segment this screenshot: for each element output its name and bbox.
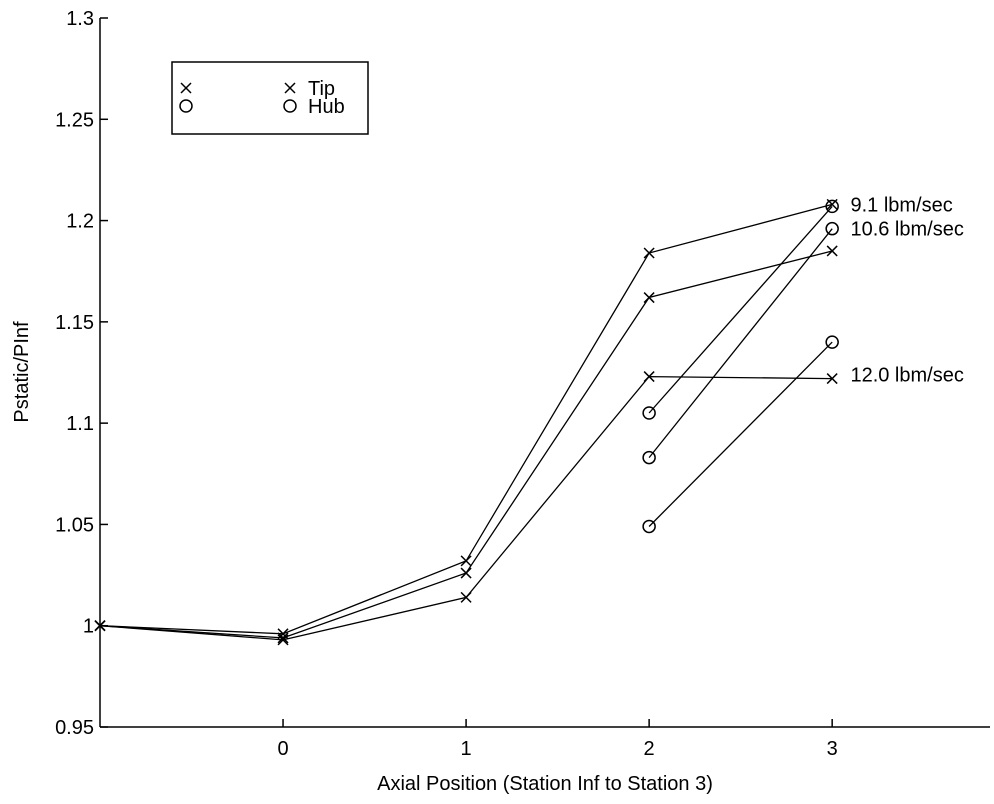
legend-tip-marker-1 xyxy=(180,82,192,94)
tip-series-2-marker xyxy=(826,245,838,257)
legend: Tip Hub xyxy=(171,61,369,135)
tip-series-1-marker xyxy=(460,555,472,567)
tip-series-3-marker xyxy=(94,620,106,632)
x-tick-label: 0 xyxy=(277,738,288,760)
y-tick-label: 1.25 xyxy=(55,109,94,131)
tip-series-3-marker xyxy=(277,634,289,646)
tip-series-1-line xyxy=(99,203,833,635)
legend-entry-hub: Hub xyxy=(179,96,345,118)
legend-hub-marker-1 xyxy=(179,99,193,113)
ticks: 0.95 1 1.05 1.1 1.15 1.2 1.25 1.3 0 1 2 3 xyxy=(55,8,838,760)
flow-rate-label: 10.6 lbm/sec xyxy=(850,219,963,241)
tip-series-3-marker xyxy=(643,371,655,383)
y-tick-label: 1.2 xyxy=(66,211,94,233)
hub-series-2-line xyxy=(648,228,833,459)
hub-series-1-line xyxy=(648,205,833,414)
legend-label-tip: Tip xyxy=(308,78,335,100)
legend-hub-marker-2 xyxy=(283,99,297,113)
y-tick-label: 1 xyxy=(83,616,94,638)
y-tick-label: 0.95 xyxy=(55,717,94,739)
x-axis-title: Axial Position (Station Inf to Station 3… xyxy=(377,773,713,795)
annotations: 9.1 lbm/sec 10.6 lbm/sec 12.0 lbm/sec xyxy=(850,194,963,386)
y-tick-label: 1.15 xyxy=(55,312,94,334)
x-tick-label: 1 xyxy=(461,738,472,760)
hub-series-3-line xyxy=(648,341,833,527)
hub-series-1-marker xyxy=(642,406,656,420)
hub-series-3-marker xyxy=(642,519,656,534)
legend-box xyxy=(171,61,369,135)
hub-series-2-marker xyxy=(825,221,839,236)
flow-rate-label: 9.1 lbm/sec xyxy=(850,194,952,216)
tip-series-2-marker xyxy=(460,567,472,579)
tip-series-2-marker xyxy=(277,632,289,644)
legend-tip-marker-2 xyxy=(284,82,296,94)
x-tick-label: 2 xyxy=(644,738,655,760)
flow-rate-label: 12.0 lbm/sec xyxy=(850,365,963,387)
tip-series-3-marker xyxy=(460,591,472,603)
tip-series-3-marker xyxy=(826,373,838,385)
tip-series-1-marker xyxy=(643,247,655,259)
y-axis-title: Pstatic/PInf xyxy=(11,321,33,423)
markers xyxy=(94,198,839,646)
y-tick-label: 1.05 xyxy=(55,514,94,536)
tip-series-2-marker xyxy=(643,292,655,304)
legend-label-hub: Hub xyxy=(308,96,345,118)
axes xyxy=(99,18,990,728)
series xyxy=(99,203,833,641)
hub-series-1-marker xyxy=(825,199,839,214)
tip-series-2-line xyxy=(99,250,833,639)
hub-series-2-marker xyxy=(642,450,656,465)
y-tick-label: 1.3 xyxy=(66,8,94,30)
hub-series-3-marker xyxy=(825,335,839,349)
legend-entry-tip: Tip xyxy=(180,78,335,100)
x-tick-label: 3 xyxy=(827,738,838,760)
y-tick-label: 1.1 xyxy=(66,413,94,435)
tip-series-3-line xyxy=(99,375,833,641)
